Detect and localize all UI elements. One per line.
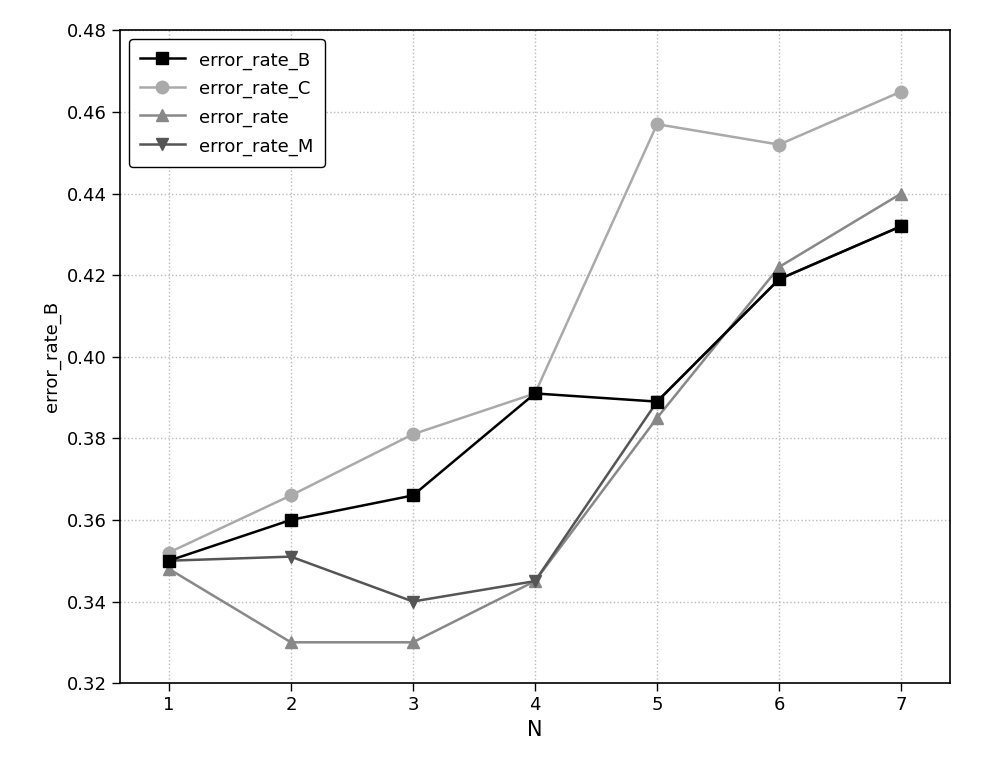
error_rate_C	[895, 87, 907, 96]
error_rate_M	[773, 275, 785, 284]
error_rate_C	[773, 140, 785, 149]
X-axis label: N: N	[527, 720, 543, 740]
error_rate_M	[407, 597, 419, 606]
Line: error_rate: error_rate	[163, 188, 907, 648]
error_rate_M	[285, 552, 297, 561]
error_rate_B	[529, 389, 541, 398]
error_rate_B	[773, 275, 785, 284]
error_rate	[163, 565, 175, 574]
Y-axis label: error_rate_B: error_rate_B	[43, 301, 61, 412]
error_rate_B	[285, 515, 297, 524]
error_rate_M	[651, 397, 663, 406]
error_rate_M	[895, 222, 907, 231]
Line: error_rate_M: error_rate_M	[163, 221, 907, 607]
error_rate	[895, 189, 907, 198]
error_rate_B	[651, 397, 663, 406]
error_rate_C	[651, 120, 663, 129]
error_rate_C	[285, 491, 297, 500]
error_rate_C	[529, 389, 541, 398]
error_rate_B	[407, 491, 419, 500]
error_rate_B	[163, 556, 175, 565]
error_rate_C	[407, 430, 419, 439]
error_rate_B	[895, 222, 907, 231]
error_rate	[651, 414, 663, 423]
error_rate	[407, 638, 419, 647]
error_rate_M	[163, 556, 175, 565]
error_rate_C	[163, 548, 175, 557]
Line: error_rate_B: error_rate_B	[163, 221, 907, 566]
error_rate	[773, 263, 785, 272]
error_rate	[529, 577, 541, 586]
Line: error_rate_C: error_rate_C	[163, 85, 907, 559]
error_rate	[285, 638, 297, 647]
error_rate_M	[529, 577, 541, 586]
Legend: error_rate_B, error_rate_C, error_rate, error_rate_M: error_rate_B, error_rate_C, error_rate, …	[129, 39, 325, 166]
